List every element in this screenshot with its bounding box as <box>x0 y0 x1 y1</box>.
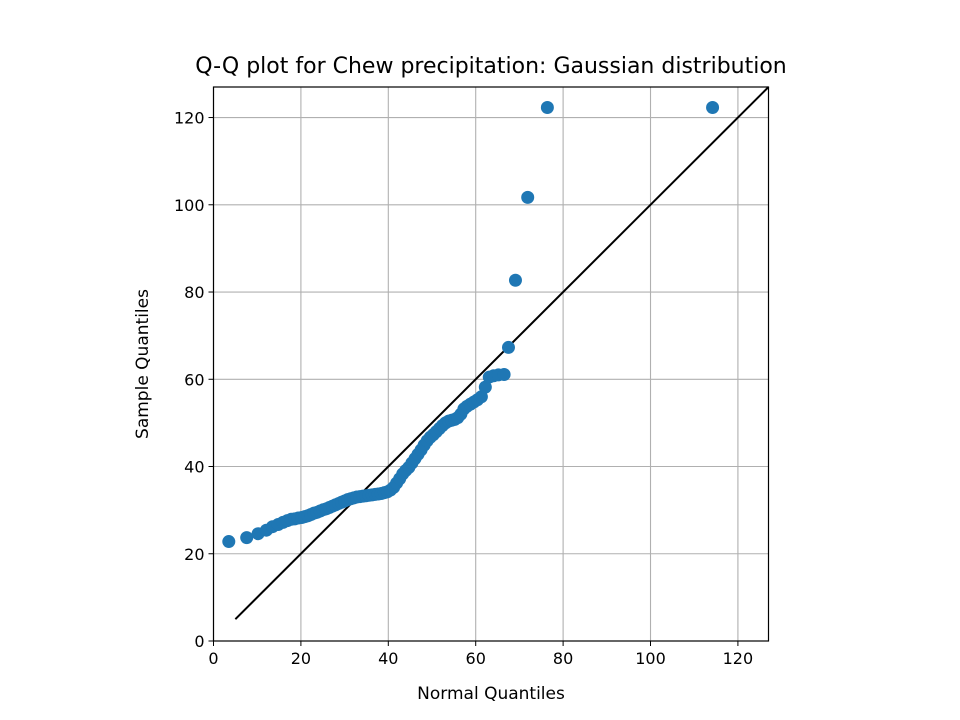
x-tick-label: 20 <box>291 649 311 668</box>
x-axis-ticks: 0 20 40 60 80 100 120 <box>208 641 753 668</box>
chart-title: Q-Q plot for Chew precipitation: Gaussia… <box>195 54 787 79</box>
x-tick-label: 120 <box>723 649 754 668</box>
plot-frame <box>212 86 770 642</box>
x-axis-label: Normal Quantiles <box>417 684 565 704</box>
x-tick-label: 40 <box>378 649 398 668</box>
y-tick-label: 80 <box>184 283 204 302</box>
data-point <box>222 535 236 549</box>
data-point <box>497 367 511 381</box>
data-point <box>240 531 254 545</box>
y-tick-label: 20 <box>184 545 204 564</box>
y-tick-label: 40 <box>184 458 204 477</box>
data-point <box>508 273 522 287</box>
y-axis-label: Sample Quantiles <box>133 289 153 439</box>
y-tick-label: 100 <box>174 196 205 215</box>
data-point <box>501 340 515 354</box>
data-point <box>521 190 535 204</box>
data-points <box>222 101 720 549</box>
data-point <box>706 101 720 115</box>
data-point <box>540 101 554 115</box>
reference-line-layer <box>234 86 770 620</box>
x-tick-label: 0 <box>208 649 218 668</box>
grid-lines <box>212 87 769 642</box>
data-point <box>478 380 492 394</box>
x-tick-label: 80 <box>553 649 573 668</box>
y-axis-ticks: 0 20 40 60 80 100 120 <box>174 109 214 651</box>
y-tick-label: 0 <box>194 632 204 651</box>
y-tick-label: 60 <box>184 370 204 389</box>
x-tick-label: 100 <box>635 649 666 668</box>
y-tick-label: 120 <box>174 109 205 128</box>
reference-line <box>234 86 770 620</box>
x-tick-label: 60 <box>466 649 486 668</box>
